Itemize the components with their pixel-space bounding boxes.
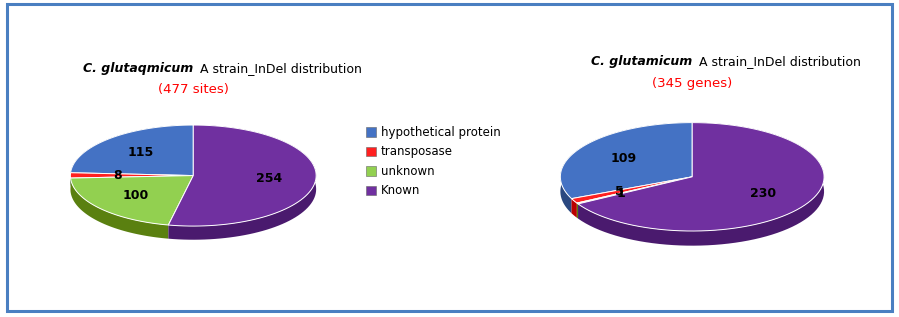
Text: (345 genes): (345 genes): [652, 77, 733, 90]
Polygon shape: [71, 176, 193, 225]
Polygon shape: [578, 123, 824, 246]
Polygon shape: [71, 125, 193, 186]
Text: 109: 109: [610, 152, 636, 165]
Polygon shape: [560, 123, 692, 199]
Text: 8: 8: [112, 169, 121, 182]
Legend: hypothetical protein, transposase, unknown, Known: hypothetical protein, transposase, unkno…: [366, 126, 501, 197]
Polygon shape: [71, 178, 168, 239]
Polygon shape: [572, 199, 577, 218]
Polygon shape: [70, 173, 193, 178]
Polygon shape: [578, 123, 824, 231]
Polygon shape: [168, 125, 316, 240]
Text: 5: 5: [615, 185, 623, 198]
Text: 254: 254: [256, 172, 282, 185]
Text: 230: 230: [750, 187, 776, 200]
Text: C. glutaqmicum: C. glutaqmicum: [83, 62, 193, 75]
Polygon shape: [577, 177, 692, 204]
Polygon shape: [572, 177, 692, 203]
Text: 100: 100: [122, 190, 148, 203]
Text: (477 sites): (477 sites): [158, 83, 228, 96]
Polygon shape: [560, 123, 692, 213]
Text: 115: 115: [128, 146, 154, 159]
Text: A strain_InDel distribution: A strain_InDel distribution: [196, 62, 362, 75]
Polygon shape: [71, 125, 193, 176]
Polygon shape: [577, 203, 578, 218]
Text: A strain_InDel distribution: A strain_InDel distribution: [695, 55, 861, 68]
Text: 1: 1: [617, 187, 626, 200]
Polygon shape: [168, 125, 316, 226]
Text: C. glutamicum: C. glutamicum: [591, 55, 692, 68]
